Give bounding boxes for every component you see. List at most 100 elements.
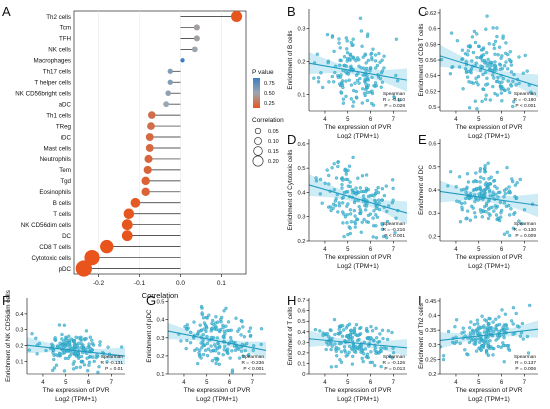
scatter-point bbox=[337, 342, 342, 346]
scatter-point bbox=[364, 204, 369, 208]
scatter-point bbox=[332, 317, 337, 322]
scatter-point bbox=[192, 320, 196, 324]
panel-letter-d: D bbox=[287, 132, 296, 147]
scatter-point bbox=[356, 71, 360, 76]
scatter-point bbox=[224, 306, 228, 310]
legend-size-circle bbox=[254, 137, 262, 145]
scatter-y-axis-label: Enrichment of CD8 T cells bbox=[418, 24, 425, 97]
scatter-y-tick-label: 0.2 bbox=[428, 372, 436, 378]
scatter-point bbox=[463, 201, 467, 205]
scatter-point bbox=[345, 47, 349, 51]
scatter-stat-text: Spearman bbox=[383, 354, 405, 360]
lollipop-category-label: Eosinophils bbox=[39, 189, 71, 196]
scatter-point bbox=[72, 360, 76, 364]
scatter-point bbox=[360, 174, 365, 178]
scatter-point bbox=[481, 47, 485, 52]
scatter-point bbox=[202, 327, 206, 331]
scatter-point bbox=[517, 219, 521, 223]
scatter-point bbox=[356, 338, 360, 343]
scatter-x-tick-label: 5 bbox=[346, 380, 350, 386]
scatter-point bbox=[327, 182, 331, 186]
scatter-y-tick-label: 0.3 bbox=[156, 336, 164, 342]
scatter-point bbox=[200, 345, 204, 350]
scatter-point bbox=[338, 358, 342, 362]
scatter-point bbox=[475, 321, 480, 326]
scatter-point bbox=[496, 344, 500, 349]
scatter-point bbox=[351, 100, 356, 104]
lollipop-category-label: T helper cells bbox=[34, 80, 71, 87]
scatter-point bbox=[484, 348, 489, 353]
scatter-point bbox=[57, 323, 62, 327]
scatter-point bbox=[393, 231, 397, 235]
scatter-point bbox=[229, 328, 233, 332]
scatter-point bbox=[35, 352, 39, 356]
scatter-point bbox=[54, 353, 58, 357]
scatter-point bbox=[466, 49, 470, 53]
lollipop-point bbox=[147, 111, 156, 119]
scatter-point bbox=[480, 99, 484, 104]
scatter-point bbox=[354, 323, 359, 327]
lollipop-category-label: DC bbox=[62, 233, 71, 240]
scatter-point bbox=[496, 336, 500, 340]
scatter-point bbox=[79, 359, 84, 364]
scatter-point bbox=[237, 327, 241, 331]
scatter-point bbox=[471, 81, 476, 85]
scatter-point bbox=[380, 227, 385, 231]
scatter-point bbox=[465, 75, 470, 79]
scatter-point bbox=[529, 90, 533, 94]
scatter-point bbox=[365, 90, 370, 95]
scatter-x-tick-label: 6 bbox=[500, 117, 504, 123]
scatter-point bbox=[344, 79, 348, 83]
scatter-point bbox=[487, 42, 491, 46]
scatter-point bbox=[503, 191, 507, 196]
scatter-point bbox=[82, 363, 87, 367]
scatter-point bbox=[215, 358, 219, 362]
scatter-point bbox=[346, 72, 350, 76]
scatter-y-tick-label: 0.56 bbox=[425, 58, 436, 64]
scatter-stat-text: P = 0.028 bbox=[384, 103, 405, 109]
scatter-point bbox=[483, 166, 487, 171]
scatter-point bbox=[74, 335, 78, 339]
scatter-y-tick-label: 0.5 bbox=[297, 166, 305, 172]
lollipop-category-label: iDC bbox=[61, 134, 72, 141]
lollipop-category-label: TReg bbox=[56, 123, 72, 130]
scatter-point bbox=[487, 190, 492, 194]
scatter-x-tick-label: 5 bbox=[477, 247, 481, 253]
scatter-point bbox=[205, 334, 209, 339]
scatter-point bbox=[472, 322, 476, 327]
scatter-point bbox=[352, 200, 357, 205]
scatter-point bbox=[504, 41, 508, 45]
scatter-point bbox=[334, 345, 338, 350]
scatter-point bbox=[455, 199, 459, 203]
lollipop-category-label: pDC bbox=[59, 266, 72, 273]
scatter-y-tick-label: 0.2 bbox=[297, 60, 305, 66]
scatter-point bbox=[346, 353, 350, 357]
scatter-point bbox=[119, 345, 124, 349]
scatter-point bbox=[374, 326, 378, 330]
scatter-x-tick-label: 6 bbox=[369, 380, 373, 386]
scatter-point bbox=[469, 69, 473, 73]
scatter-point bbox=[193, 348, 197, 353]
scatter-point bbox=[364, 82, 368, 86]
scatter-point bbox=[342, 345, 347, 349]
scatter-point bbox=[492, 46, 496, 51]
scatter-point bbox=[495, 186, 499, 190]
scatter-point bbox=[201, 316, 206, 320]
scatter-point bbox=[341, 210, 345, 214]
scatter-point bbox=[205, 341, 210, 346]
scatter-point bbox=[382, 54, 386, 58]
scatter-point bbox=[30, 332, 34, 336]
scatter-point bbox=[363, 53, 367, 57]
scatter-point bbox=[347, 322, 352, 326]
scatter-point bbox=[511, 104, 515, 109]
scatter-point bbox=[460, 48, 465, 52]
scatter-point bbox=[511, 226, 516, 230]
scatter-point bbox=[221, 325, 225, 330]
scatter-point bbox=[90, 338, 94, 342]
scatter-point bbox=[79, 342, 84, 346]
scatter-x-tick-label: 7 bbox=[523, 117, 527, 123]
scatter-point bbox=[473, 199, 477, 204]
scatter-point bbox=[347, 57, 352, 61]
scatter-point bbox=[446, 329, 451, 334]
scatter-inner bbox=[309, 317, 407, 369]
